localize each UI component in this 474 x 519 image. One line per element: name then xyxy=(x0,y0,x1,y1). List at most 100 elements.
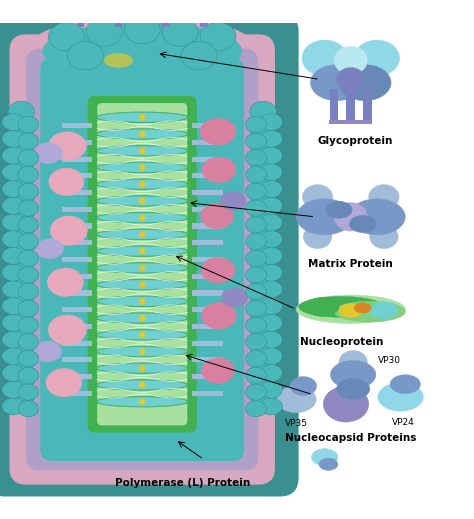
Ellipse shape xyxy=(2,230,25,248)
Ellipse shape xyxy=(97,397,187,406)
Circle shape xyxy=(139,114,146,120)
Ellipse shape xyxy=(197,1,211,12)
Ellipse shape xyxy=(48,22,84,51)
Ellipse shape xyxy=(260,364,283,381)
Bar xyxy=(192,257,223,262)
Ellipse shape xyxy=(104,0,121,11)
Ellipse shape xyxy=(221,288,248,307)
Bar xyxy=(192,224,223,229)
Ellipse shape xyxy=(18,401,39,417)
Circle shape xyxy=(139,399,146,405)
Bar xyxy=(363,89,372,122)
Ellipse shape xyxy=(97,296,187,306)
FancyBboxPatch shape xyxy=(88,96,197,432)
Bar xyxy=(192,140,223,145)
Ellipse shape xyxy=(339,350,367,374)
Ellipse shape xyxy=(246,250,266,266)
Bar xyxy=(62,307,92,312)
Bar xyxy=(62,274,92,279)
Circle shape xyxy=(139,332,146,338)
Ellipse shape xyxy=(246,267,266,283)
Ellipse shape xyxy=(246,167,266,183)
Ellipse shape xyxy=(349,215,376,233)
Ellipse shape xyxy=(250,218,276,239)
Ellipse shape xyxy=(18,334,39,350)
Ellipse shape xyxy=(370,302,398,319)
Bar xyxy=(192,290,223,295)
Ellipse shape xyxy=(2,331,25,348)
Text: Glycoprotein: Glycoprotein xyxy=(318,136,393,146)
Ellipse shape xyxy=(250,235,276,256)
Ellipse shape xyxy=(163,0,180,11)
Ellipse shape xyxy=(246,350,266,367)
Ellipse shape xyxy=(260,264,283,281)
Ellipse shape xyxy=(104,53,133,67)
Ellipse shape xyxy=(95,396,190,407)
Ellipse shape xyxy=(323,386,369,422)
Ellipse shape xyxy=(260,281,283,298)
Bar xyxy=(192,391,223,396)
Circle shape xyxy=(139,214,146,221)
Ellipse shape xyxy=(200,118,236,145)
Bar xyxy=(192,357,223,362)
Ellipse shape xyxy=(97,263,187,272)
Bar xyxy=(62,240,92,245)
Ellipse shape xyxy=(260,181,283,198)
Ellipse shape xyxy=(260,214,283,231)
Ellipse shape xyxy=(8,218,35,239)
Circle shape xyxy=(139,248,146,254)
Circle shape xyxy=(139,265,146,271)
Bar xyxy=(62,157,92,162)
Bar xyxy=(192,173,223,179)
Ellipse shape xyxy=(250,101,276,122)
Ellipse shape xyxy=(246,133,266,149)
Ellipse shape xyxy=(97,347,187,356)
Ellipse shape xyxy=(95,112,190,123)
Ellipse shape xyxy=(18,284,39,300)
Bar xyxy=(330,89,338,122)
Ellipse shape xyxy=(8,268,35,289)
Circle shape xyxy=(139,181,146,187)
Ellipse shape xyxy=(290,377,317,395)
Bar xyxy=(62,224,92,229)
Ellipse shape xyxy=(246,317,266,333)
Ellipse shape xyxy=(8,252,35,272)
Ellipse shape xyxy=(260,381,283,398)
Ellipse shape xyxy=(250,369,276,390)
Ellipse shape xyxy=(95,296,190,307)
Ellipse shape xyxy=(18,133,39,149)
Ellipse shape xyxy=(250,268,276,289)
Ellipse shape xyxy=(18,250,39,266)
Ellipse shape xyxy=(311,448,338,466)
Ellipse shape xyxy=(95,329,190,340)
Ellipse shape xyxy=(246,384,266,400)
Bar xyxy=(62,123,92,128)
Ellipse shape xyxy=(260,130,283,147)
Ellipse shape xyxy=(18,116,39,132)
Bar xyxy=(346,89,355,122)
Ellipse shape xyxy=(201,358,235,384)
Ellipse shape xyxy=(43,22,242,79)
Ellipse shape xyxy=(299,296,384,317)
FancyBboxPatch shape xyxy=(40,58,244,461)
Ellipse shape xyxy=(2,315,25,331)
Ellipse shape xyxy=(246,284,266,300)
Ellipse shape xyxy=(250,285,276,306)
Bar xyxy=(200,9,208,27)
Bar xyxy=(62,391,92,396)
Ellipse shape xyxy=(18,350,39,367)
Ellipse shape xyxy=(2,163,25,181)
Ellipse shape xyxy=(201,0,218,11)
Ellipse shape xyxy=(95,128,190,140)
Ellipse shape xyxy=(246,150,266,166)
Ellipse shape xyxy=(339,65,391,101)
Ellipse shape xyxy=(8,101,35,122)
Ellipse shape xyxy=(2,130,25,147)
Ellipse shape xyxy=(49,168,84,196)
Circle shape xyxy=(139,131,146,138)
Bar xyxy=(192,324,223,329)
Ellipse shape xyxy=(95,162,190,173)
Ellipse shape xyxy=(18,183,39,199)
Ellipse shape xyxy=(354,303,371,313)
Ellipse shape xyxy=(48,315,86,345)
